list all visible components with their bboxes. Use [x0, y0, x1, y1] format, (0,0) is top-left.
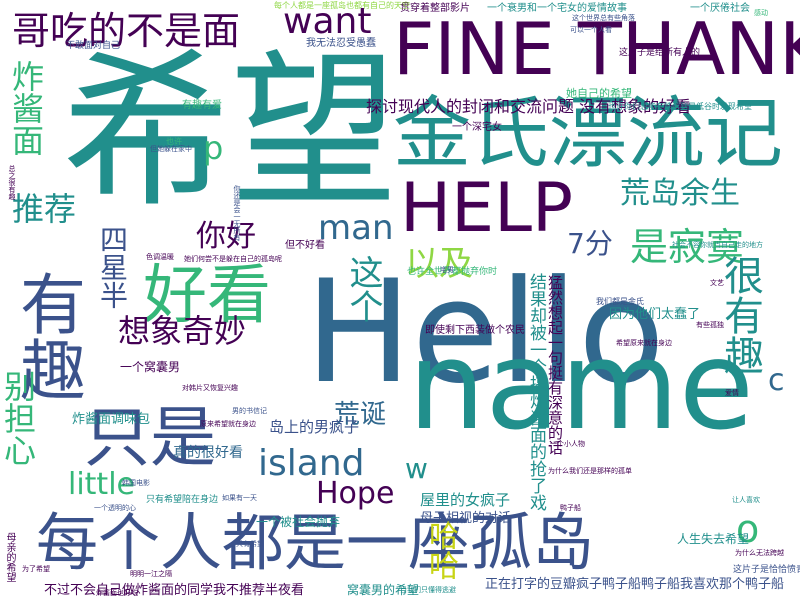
word-gechi: 哥吃的不是面 — [12, 9, 241, 53]
word-yinwei: 因为他们太蠢了 — [609, 307, 701, 322]
word-man: man — [318, 208, 394, 248]
word-small16: 爱情 — [725, 389, 739, 397]
word-yiji: 以及 — [405, 244, 473, 284]
word-wofa: 我无法忍受愚蠢 — [306, 38, 376, 49]
word-guanchuan: 贯穿着整部影片 — [400, 3, 470, 14]
word-yexu: 也许你们总能在跌落到最低谷时发现希望 — [608, 102, 752, 111]
word-small4: 也许 — [166, 137, 182, 146]
word-small30: 炸酱面也好吃 — [96, 589, 138, 597]
word-huangdao: 荒岛余生 — [620, 176, 740, 211]
word-small5: 总之很有趣 — [8, 165, 16, 200]
word-zhengzai: 正在打字的豆瓣疯子鸭子船鸭子船我喜欢那个鸭子船 — [485, 577, 785, 592]
word-taziji: 她自己的希望 — [566, 87, 632, 100]
word-small8: 原来希望就在身边 — [200, 420, 256, 428]
word-small1: 每个人都是一座孤岛也都有自己的天空 — [274, 1, 410, 10]
word-shehuiyu: 社会不容你就当自己走的地方 — [672, 241, 763, 249]
word-wangmen: 为什么无法跨越 — [735, 549, 784, 557]
word-daoshang: 岛上的男疯子 — [269, 418, 360, 436]
word-hello: Hello — [305, 250, 665, 415]
word-muzi: 母子相视的对话 — [420, 511, 512, 526]
word-small29: 为了希望 — [22, 565, 50, 573]
word-small17: 希望原来就在身边 — [616, 339, 672, 347]
word-bugan: 不敢面对自己 — [66, 41, 121, 51]
word-small25: 鸭子船 — [560, 504, 581, 512]
word-yigebeishehui: 一个被社会抛弃 — [256, 515, 341, 529]
word-zhajiangtiaowei: 炸酱面调味包 — [72, 412, 151, 427]
word-wonangnan: 窝囊男的希望 — [347, 583, 420, 597]
word-sixingban: 四星半 — [96, 225, 129, 309]
word-xiangxiang: 想象奇妙 — [118, 312, 247, 350]
word-small19: 明明一江之隔 — [130, 570, 172, 578]
word-hope: Hope — [316, 476, 395, 511]
word-small3: 但她躲在家中 — [150, 145, 192, 153]
word-wulide: 屋里的女疯子 — [420, 491, 511, 509]
word-nihao: 你好 — [196, 219, 256, 254]
word-haha: 哈哈 — [423, 520, 458, 580]
word-qinxin: 这片子是恰恰愤青的 — [733, 565, 800, 575]
word-small13: 如果有一天 — [222, 494, 257, 502]
word-mengran: 猛然想起一句挺有深意的话 — [546, 275, 564, 455]
word-youqu: 有趣 — [9, 270, 86, 402]
word-jieguo: 结果却被一个搞炸酱面的抢了戏 — [526, 273, 546, 511]
word-help: HELP — [400, 169, 573, 248]
word-henyouqu: 很有趣 — [717, 255, 763, 375]
word-small18: 一个透明的心 — [94, 504, 136, 512]
word-little: little — [68, 467, 135, 502]
word-qifen: 7分 — [567, 227, 613, 260]
word-shijimo: 是寂寞 — [630, 225, 745, 269]
word-small10: 男的书信记 — [232, 407, 267, 415]
word-p: p — [203, 129, 224, 167]
word-tuijian: 推荐 — [12, 190, 77, 228]
word-yigeshuai: 一个衰男和一个宅女的爱情故事 — [487, 3, 627, 14]
word-biedanxin: 别担心 — [0, 370, 37, 466]
word-small26: 这个世界总有些角落 — [572, 14, 635, 22]
word-small23: 宅男 — [440, 266, 454, 274]
word-yigeshenzhai: 一个深宅女 — [452, 122, 502, 133]
word-renshengshiqu: 人生失去希望 — [677, 532, 750, 546]
word-geiyourenmen: 这片子是给所有人的 — [619, 48, 701, 58]
word-small28: 感动 — [754, 9, 768, 17]
word-xiwangmeihong: 只有希望陪在身边 — [146, 495, 219, 505]
word-small22: 一个小人物 — [550, 440, 585, 448]
word-island: island — [258, 443, 365, 484]
word-small2: 你还是会一无所有 — [233, 185, 241, 241]
word-zhajiangmian: 炸酱面 — [7, 60, 45, 156]
word-name: name — [408, 315, 754, 457]
word-w: w — [405, 452, 428, 485]
word-fine-thank: FINE THANK — [393, 7, 800, 91]
word-mifu: 母亲的希望 — [4, 532, 15, 582]
word-xiwang: 希望 — [62, 34, 398, 230]
word-youqufanyou: 有趣有爱 — [182, 100, 222, 111]
word-jinshi: 金氏漂流记 — [393, 89, 784, 179]
word-o: o — [736, 507, 760, 551]
word-buguo: 不过不会自己做炸酱面的同学我不推荐半夜看 — [44, 583, 305, 598]
word-small24: 让人喜欢 — [732, 496, 760, 504]
word-zhege: 这个 — [343, 255, 383, 323]
word-huangdan: 荒诞 — [334, 400, 387, 430]
word-zhishi: 只是 — [84, 399, 216, 476]
word-small7: 她们何尝不是躲在自己的孤岛呢 — [184, 255, 282, 263]
word-small21: 文艺 — [710, 279, 724, 287]
word-small11: 韩国电影 — [122, 479, 150, 487]
word-yigeyanbei: 一个厌倦社会 — [690, 3, 750, 14]
word-yigewonang: 一个窝囊男 — [120, 360, 181, 374]
word-meige: 每个人都是一座孤岛 — [36, 506, 595, 579]
word-huishang: 为什么我们还是那样的孤单 — [548, 467, 632, 475]
word-small9: 对韩片又恢复兴趣 — [182, 384, 238, 392]
word-small6: 色调温暖 — [146, 253, 174, 261]
word-small12: 只有希望 — [236, 540, 264, 548]
word-tantao: 探讨现代人的封闭和交流问题 没有想象的好看 — [366, 97, 692, 116]
word-small14: 我们都是金氏 — [596, 297, 644, 306]
word-c: c — [768, 363, 785, 398]
word-zhendehenhaokan: 真的很好看 — [173, 445, 243, 461]
word-jishi: 即使剩下西装做个农民 — [425, 325, 525, 336]
word-small20: 当我们只懂得逃避 — [400, 586, 456, 594]
word-small27: 可以一个人看 — [570, 26, 612, 34]
word-haokan: 好看 — [143, 259, 271, 333]
word-yexushijie: 也许全世界都抛弃你时 — [407, 267, 498, 277]
word-danbuhaokan: 但不好看 — [285, 240, 325, 251]
word-want: want — [283, 1, 372, 42]
word-small15: 有些孤独 — [696, 321, 724, 329]
